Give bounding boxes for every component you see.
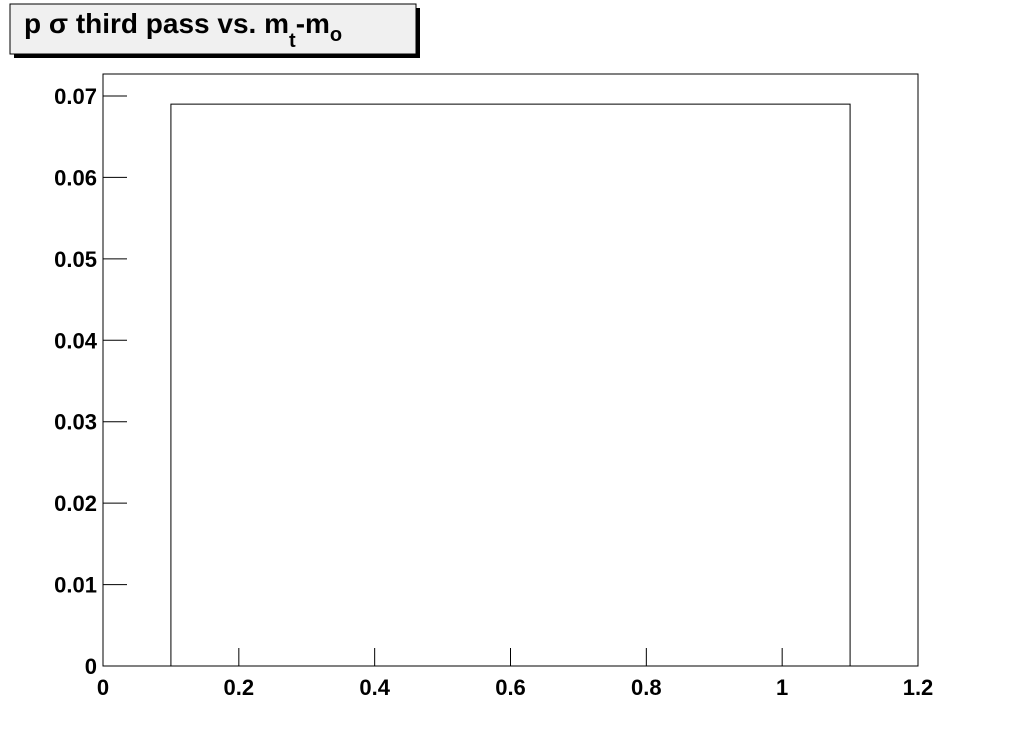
- title-part: -m: [296, 8, 330, 39]
- y-tick-label: 0.04: [54, 328, 98, 353]
- x-tick-label: 0.6: [495, 675, 526, 700]
- title-box: [9, 3, 417, 55]
- y-tick-label: 0.07: [54, 84, 97, 109]
- y-tick-label: 0.03: [54, 410, 97, 435]
- y-tick-label: 0.06: [54, 165, 97, 190]
- plot-frame: [102, 73, 919, 667]
- title-part: p σ third pass vs. m: [24, 8, 289, 39]
- y-tick-label: 0.02: [54, 491, 97, 516]
- title-subscript: t: [289, 30, 296, 52]
- x-tick-label: 0.4: [359, 675, 390, 700]
- title-subscript: o: [330, 24, 342, 46]
- y-tick-label: 0.05: [54, 247, 97, 272]
- x-tick-label: 0: [97, 675, 109, 700]
- y-tick-label: 0: [85, 654, 97, 679]
- x-tick-label: 1: [776, 675, 788, 700]
- x-tick-label: 0.8: [631, 675, 662, 700]
- histogram-bar: [170, 103, 851, 666]
- chart-title: p σ third pass vs. mt-mo: [24, 8, 342, 52]
- y-tick-label: 0.01: [54, 573, 97, 598]
- x-tick-label: 1.2: [903, 675, 934, 700]
- x-tick-label: 0.2: [224, 675, 255, 700]
